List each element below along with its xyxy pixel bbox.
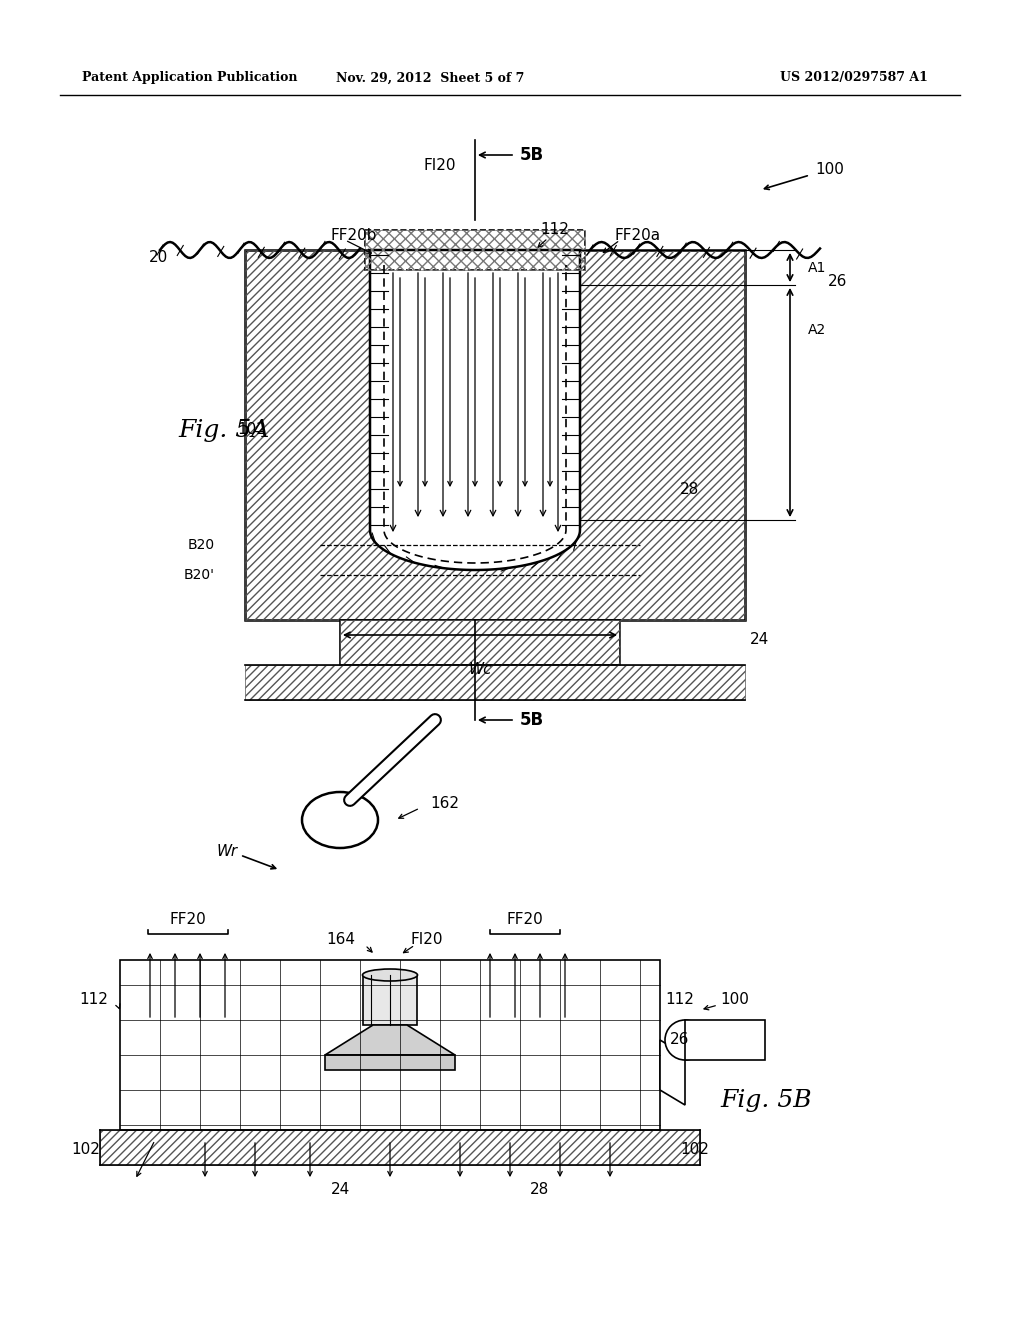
Polygon shape (362, 975, 417, 1026)
Text: 100: 100 (720, 993, 749, 1007)
Text: Fig. 5B: Fig. 5B (720, 1089, 812, 1111)
Polygon shape (340, 620, 620, 665)
Text: B20': B20' (184, 568, 215, 582)
Text: 5B: 5B (520, 147, 544, 164)
Polygon shape (325, 1055, 455, 1071)
Text: Wr: Wr (217, 843, 238, 858)
Text: 5B: 5B (520, 711, 544, 729)
Text: FF20: FF20 (170, 912, 207, 928)
Text: 100: 100 (815, 162, 844, 177)
Text: FF20b: FF20b (330, 227, 377, 243)
Text: 112: 112 (79, 993, 108, 1007)
Ellipse shape (362, 969, 418, 981)
Text: 102: 102 (71, 1143, 100, 1158)
Text: 164: 164 (326, 932, 355, 948)
Text: Nov. 29, 2012  Sheet 5 of 7: Nov. 29, 2012 Sheet 5 of 7 (336, 71, 524, 84)
Text: 20: 20 (148, 249, 168, 264)
Text: 28: 28 (530, 1183, 549, 1197)
Text: B20: B20 (187, 539, 215, 552)
Text: 26: 26 (828, 275, 848, 289)
Text: Wc: Wc (468, 663, 492, 677)
Circle shape (665, 1020, 705, 1060)
Text: FI20: FI20 (424, 157, 457, 173)
Text: 102: 102 (680, 1143, 709, 1158)
Text: Patent Application Publication: Patent Application Publication (82, 71, 298, 84)
Polygon shape (120, 960, 660, 1130)
Text: FF20: FF20 (507, 912, 544, 928)
Text: 28: 28 (680, 483, 699, 498)
Text: A1: A1 (808, 261, 826, 275)
Text: 24: 24 (331, 1183, 349, 1197)
Text: US 2012/0297587 A1: US 2012/0297587 A1 (780, 71, 928, 84)
Text: A2: A2 (808, 323, 826, 337)
Text: Fig. 5A: Fig. 5A (178, 418, 269, 441)
Ellipse shape (302, 792, 378, 847)
Text: 102: 102 (238, 422, 266, 437)
Polygon shape (685, 1020, 765, 1060)
Text: 112: 112 (540, 223, 569, 238)
Polygon shape (370, 249, 580, 570)
Text: 162: 162 (430, 796, 459, 810)
Text: 24: 24 (750, 632, 769, 648)
Text: FF20a: FF20a (615, 227, 662, 243)
Text: 112: 112 (665, 993, 694, 1007)
Text: 26: 26 (670, 1032, 689, 1048)
Text: FI20: FI20 (410, 932, 442, 948)
Polygon shape (325, 1026, 455, 1055)
Polygon shape (660, 1040, 685, 1105)
